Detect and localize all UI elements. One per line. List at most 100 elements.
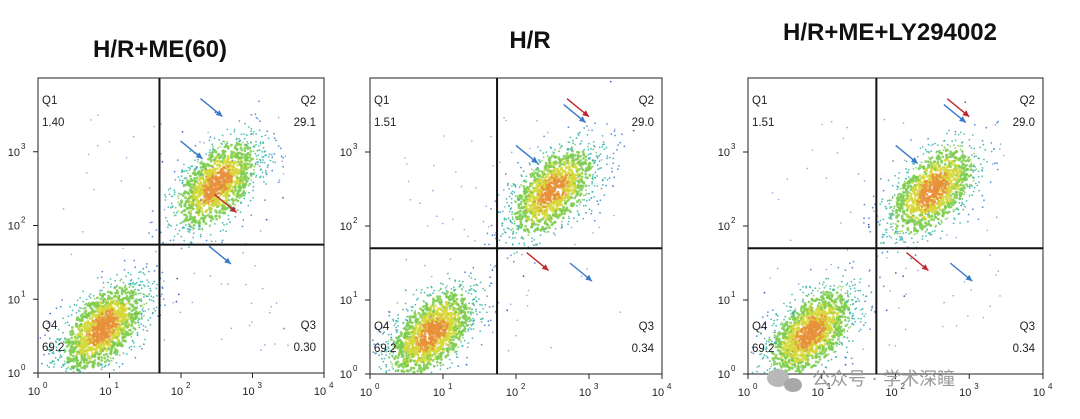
scatter-point [83, 353, 87, 357]
scatter-point [243, 143, 247, 147]
scatter-point [78, 310, 81, 313]
scatter-point [230, 161, 233, 164]
scatter-point [182, 219, 186, 223]
scatter-point [185, 169, 188, 172]
scatter-point [438, 295, 442, 299]
scatter-point [59, 354, 62, 357]
scatter-point [134, 312, 137, 315]
scatter-point [479, 311, 481, 314]
scatter-point [480, 343, 483, 346]
scatter-point [64, 342, 67, 344]
scatter-point [248, 155, 251, 159]
scatter-point [214, 214, 217, 218]
scatter-point [282, 173, 285, 175]
scatter-point [140, 313, 143, 316]
scatter-point [235, 148, 239, 152]
scatter-point [181, 169, 184, 171]
scatter-point [100, 356, 103, 359]
scatter-point [578, 203, 581, 206]
scatter-point [75, 343, 78, 347]
scatter-point [144, 310, 147, 312]
scatter-point [57, 328, 60, 331]
scatter-point [49, 361, 51, 364]
scatter-point [243, 137, 246, 140]
scatter-point [245, 176, 249, 179]
scatter-point [436, 295, 439, 298]
scatter-point [190, 195, 193, 199]
scatter-point [142, 324, 145, 327]
scatter-point [263, 151, 266, 153]
scatter-point [397, 324, 399, 327]
scatter-point [417, 297, 419, 300]
scatter-point [452, 306, 456, 310]
scatter-point [551, 206, 555, 209]
scatter-point [576, 205, 578, 207]
x-tick-label: 10 [171, 386, 183, 398]
scatter-point [230, 327, 233, 330]
scatter-point [118, 286, 122, 289]
scatter-point [443, 338, 446, 342]
scatter-point [453, 302, 457, 305]
scatter-point [194, 219, 197, 222]
scatter-point [207, 177, 211, 181]
scatter-point [451, 294, 455, 298]
scatter-point [118, 341, 121, 344]
scatter-point [121, 322, 124, 326]
scatter-point [224, 196, 228, 199]
scatter-point [468, 302, 471, 305]
scatter-point [115, 349, 119, 353]
scatter-point [41, 362, 43, 365]
scatter-point [257, 163, 259, 166]
scatter-point [79, 306, 81, 309]
scatter-point [520, 166, 522, 169]
scatter-point [398, 349, 402, 352]
scatter-point [108, 341, 111, 345]
scatter-point [68, 360, 72, 363]
scatter-point [214, 240, 217, 242]
scatter-point [107, 306, 111, 310]
scatter-point [187, 211, 191, 214]
scatter-point [222, 194, 226, 198]
scatter-point [120, 290, 124, 294]
scatter-point [429, 353, 433, 357]
scatter-point [492, 305, 494, 308]
scatter-point [212, 149, 214, 151]
scatter-point [394, 342, 397, 345]
scatter-point [209, 219, 213, 223]
scatter-point [124, 339, 127, 343]
scatter-point [83, 335, 87, 338]
scatter-point [64, 337, 66, 339]
scatter-point [237, 190, 240, 194]
scatter-point [430, 371, 433, 374]
scatter-point [519, 209, 522, 213]
scatter-point [378, 354, 380, 357]
scatter-point [533, 239, 536, 241]
scatter-point [383, 331, 385, 333]
scatter-point [106, 290, 110, 294]
scatter-point [385, 354, 388, 357]
scatter-point [62, 331, 64, 334]
scatter-point [128, 307, 131, 310]
scatter-point [394, 363, 398, 366]
scatter-point [199, 217, 203, 220]
scatter-point [250, 130, 253, 133]
scatter-point [103, 340, 107, 344]
scatter-point [83, 328, 87, 332]
scatter-point [428, 351, 432, 355]
scatter-point [112, 307, 116, 310]
scatter-point [236, 199, 240, 203]
scatter-point [118, 324, 122, 327]
scatter-point [128, 292, 132, 295]
scatter-point [210, 214, 213, 218]
scatter-point [460, 293, 464, 297]
scatter-point [65, 370, 67, 373]
scatter-point [179, 202, 183, 206]
scatter-point [170, 202, 173, 205]
scatter-point [217, 147, 220, 150]
scatter-point [134, 266, 137, 269]
scatter-point [506, 184, 509, 187]
scatter-point [125, 294, 129, 298]
scatter-point [92, 331, 96, 335]
scatter-point [418, 333, 421, 336]
scatter-point [255, 176, 257, 179]
